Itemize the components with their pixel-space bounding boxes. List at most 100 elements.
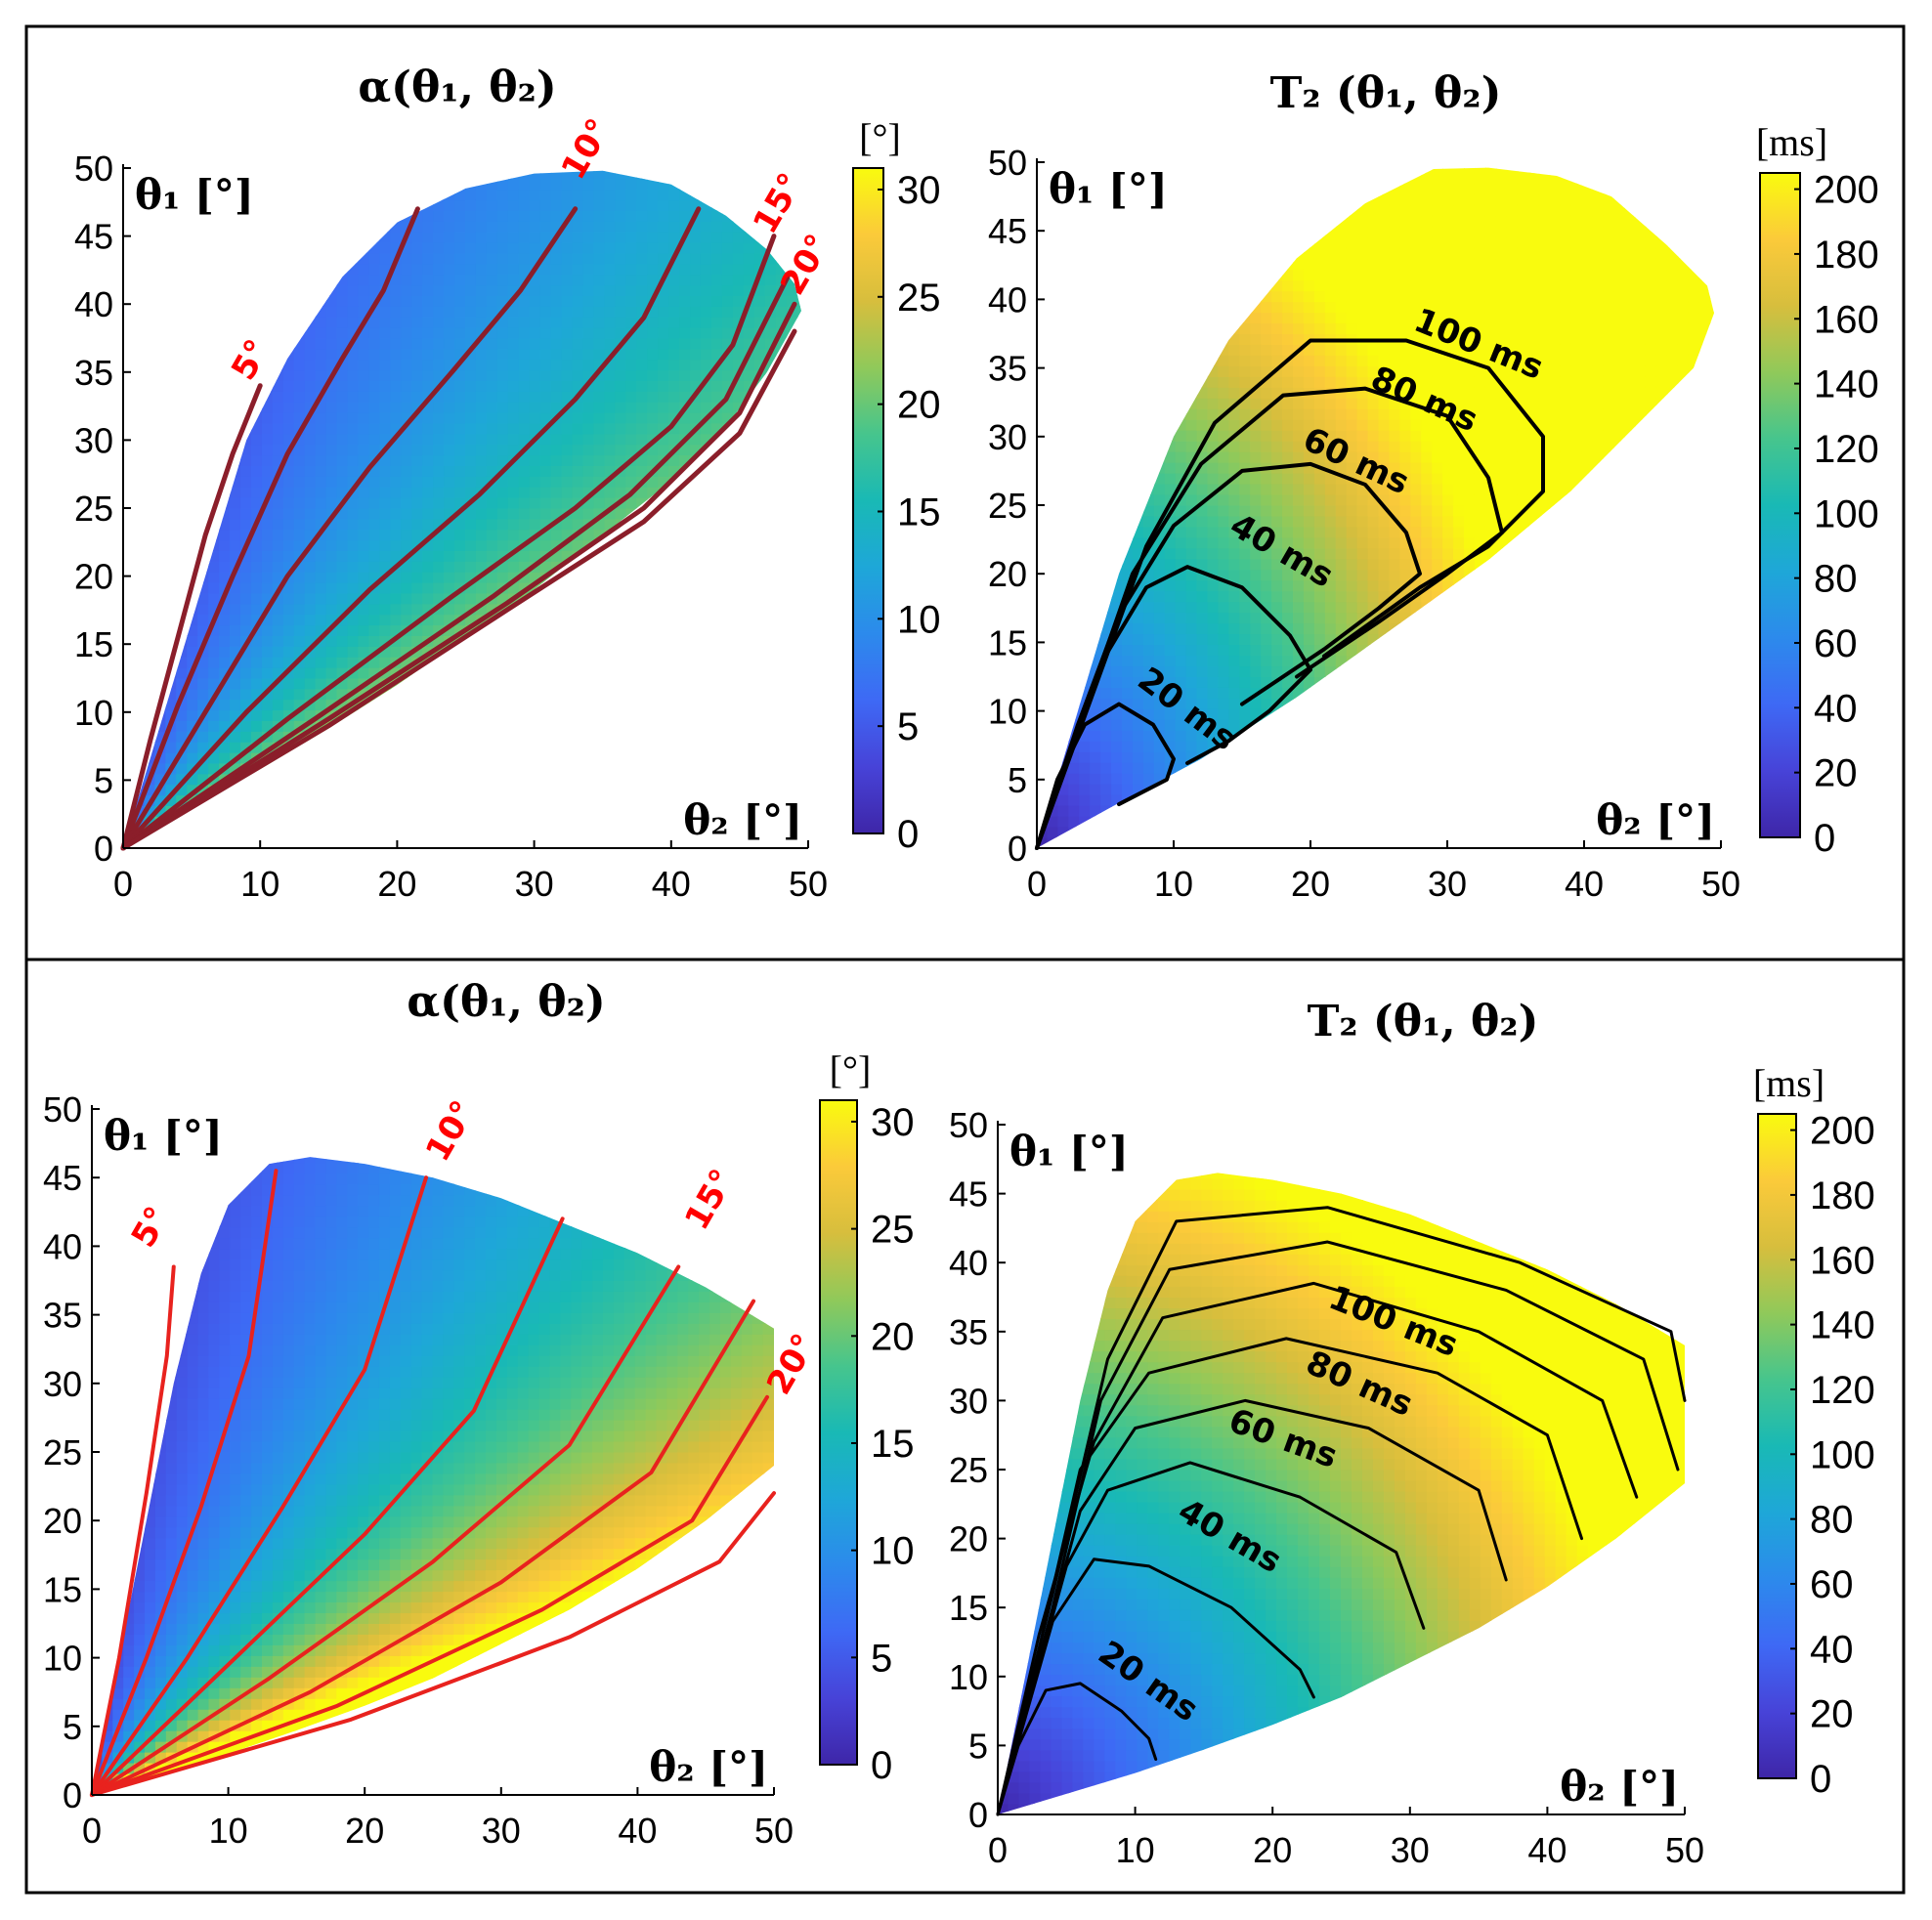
heat-cell bbox=[1068, 815, 1081, 828]
heat-cell bbox=[433, 231, 446, 243]
heat-cell bbox=[475, 326, 488, 339]
heat-cell bbox=[1389, 536, 1401, 549]
heat-cell bbox=[293, 348, 306, 361]
heat-cell bbox=[1261, 429, 1273, 442]
heat-cell bbox=[358, 411, 370, 424]
heat-cell bbox=[433, 539, 446, 551]
heat-cell bbox=[1442, 343, 1455, 356]
heat-cell bbox=[1271, 407, 1284, 420]
heat-cell bbox=[197, 1354, 210, 1367]
heat-cell bbox=[1261, 536, 1273, 549]
heat-cell bbox=[1378, 590, 1391, 603]
heat-cell bbox=[1282, 493, 1294, 506]
heat-cell bbox=[1335, 407, 1348, 420]
heat-cell bbox=[1495, 386, 1508, 399]
heat-cell bbox=[658, 326, 670, 339]
heat-cell bbox=[475, 433, 488, 446]
heat-cell bbox=[710, 305, 723, 318]
heat-cell bbox=[1410, 440, 1423, 452]
heat-cell bbox=[486, 210, 498, 222]
heat-cell bbox=[293, 677, 306, 690]
heat-cell bbox=[1635, 354, 1647, 366]
heat-cell bbox=[1153, 686, 1166, 699]
heat-cell bbox=[390, 475, 403, 488]
heat-cell bbox=[1303, 269, 1315, 281]
heat-cell bbox=[753, 241, 766, 254]
heat-cell bbox=[230, 1429, 242, 1442]
heat-cell bbox=[444, 295, 456, 307]
heat-cell bbox=[1410, 193, 1423, 206]
heat-cell bbox=[145, 1740, 156, 1753]
heat-cell bbox=[347, 359, 360, 371]
heat-cell bbox=[293, 1643, 306, 1656]
heat-cell bbox=[486, 486, 498, 498]
heat-cell bbox=[1218, 601, 1230, 614]
heat-cell bbox=[293, 1397, 306, 1410]
heat-cell bbox=[262, 1440, 274, 1453]
heat-cell bbox=[165, 1505, 178, 1517]
heat-cell bbox=[347, 305, 360, 318]
heat-cell bbox=[1506, 429, 1519, 442]
heat-cell bbox=[1645, 247, 1657, 260]
heat-cell bbox=[1250, 440, 1263, 452]
heat-cell bbox=[1538, 333, 1551, 345]
heat-cell bbox=[529, 348, 541, 361]
heat-cell bbox=[422, 369, 435, 381]
heat-cell bbox=[539, 560, 552, 573]
heat-cell bbox=[1688, 269, 1700, 281]
heat-cell bbox=[411, 560, 424, 573]
heat-cell bbox=[304, 1548, 317, 1560]
heat-cell bbox=[444, 550, 456, 562]
heat-cell bbox=[615, 433, 627, 446]
heat-cell bbox=[1421, 279, 1434, 292]
heat-cell bbox=[1495, 236, 1508, 249]
heat-cell bbox=[1367, 579, 1380, 592]
heat-cell bbox=[539, 178, 552, 191]
heat-cell bbox=[293, 507, 306, 520]
heat-cell bbox=[1517, 312, 1529, 324]
heat-cell bbox=[454, 295, 466, 307]
heat-cell bbox=[1549, 258, 1562, 271]
heat-cell bbox=[1111, 601, 1123, 614]
heat-cell bbox=[336, 444, 349, 456]
heat-cell bbox=[219, 1311, 232, 1324]
heat-cell bbox=[347, 614, 360, 626]
heat-cell bbox=[647, 252, 660, 265]
heat-cell bbox=[1410, 526, 1423, 538]
heat-cell bbox=[1474, 343, 1486, 356]
heat-cell bbox=[1527, 397, 1540, 409]
heat-cell bbox=[593, 486, 606, 498]
heat-cell bbox=[444, 518, 456, 531]
heat-cell bbox=[1250, 493, 1263, 506]
heat-cell bbox=[336, 645, 349, 658]
heat-cell bbox=[710, 422, 723, 435]
heat-cell bbox=[668, 369, 681, 381]
heat-cell bbox=[1250, 483, 1263, 495]
heat-cell bbox=[1506, 193, 1519, 206]
heat-cell bbox=[1164, 665, 1177, 677]
heat-cell bbox=[251, 1269, 263, 1281]
heat-cell bbox=[250, 454, 263, 466]
heat-cell bbox=[1655, 375, 1668, 388]
heat-cell bbox=[1122, 697, 1134, 709]
heat-cell bbox=[444, 433, 456, 446]
heat-cell bbox=[1442, 450, 1455, 463]
heat-cell bbox=[251, 1472, 263, 1485]
heat-cell bbox=[1175, 418, 1187, 431]
heat-cell bbox=[1474, 226, 1486, 238]
heat-cell bbox=[293, 1451, 306, 1464]
heat-cell bbox=[444, 496, 456, 509]
heat-cell bbox=[230, 1676, 242, 1688]
heat-cell bbox=[690, 326, 702, 339]
heat-cell bbox=[251, 1719, 263, 1731]
heat-cell bbox=[1432, 515, 1444, 528]
heat-cell bbox=[219, 1580, 232, 1593]
heat-cell bbox=[658, 241, 670, 254]
heat-cell bbox=[1090, 793, 1102, 806]
heat-cell bbox=[1196, 407, 1209, 420]
heat-cell bbox=[1453, 472, 1465, 485]
heat-cell bbox=[1442, 429, 1455, 442]
heat-cell bbox=[379, 337, 392, 350]
heat-cell bbox=[315, 560, 327, 573]
